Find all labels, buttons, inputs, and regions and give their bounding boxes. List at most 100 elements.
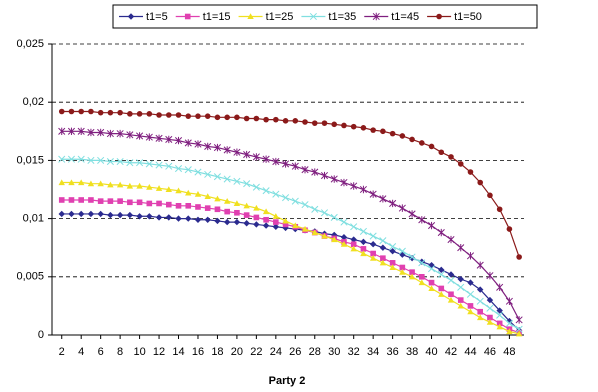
marker — [350, 241, 357, 248]
marker — [379, 244, 387, 251]
marker — [243, 150, 251, 159]
marker — [427, 265, 436, 273]
legend-label: t1=25 — [266, 11, 294, 23]
legend: t1=5 t1=15 t1=25 t1=35 t1=45 t1=50 — [112, 4, 538, 29]
marker — [68, 108, 75, 115]
marker — [341, 122, 347, 129]
marker — [467, 169, 474, 175]
marker — [68, 197, 75, 203]
marker — [223, 218, 231, 226]
marker — [438, 149, 445, 156]
marker — [340, 234, 348, 241]
marker — [447, 276, 455, 284]
marker — [204, 142, 212, 151]
x-tick-label: 34 — [367, 346, 379, 358]
marker — [253, 204, 260, 211]
marker — [389, 260, 396, 266]
marker — [320, 209, 329, 217]
marker — [185, 113, 192, 119]
marker — [97, 210, 104, 218]
marker — [262, 187, 270, 195]
marker — [457, 244, 465, 252]
x-tick-label: 38 — [406, 346, 418, 358]
x-tick-label: 30 — [328, 346, 340, 358]
marker — [58, 210, 65, 218]
marker — [389, 199, 397, 208]
marker — [486, 304, 494, 312]
marker — [457, 161, 464, 167]
legend-label: t1=50 — [454, 11, 482, 23]
marker — [126, 159, 134, 167]
x-tick-label: 6 — [98, 346, 104, 358]
marker — [389, 247, 396, 255]
marker — [311, 229, 318, 236]
marker — [155, 134, 163, 142]
marker — [87, 180, 95, 187]
x-tick-label: 32 — [348, 346, 360, 358]
marker — [127, 111, 133, 117]
marker — [175, 215, 182, 222]
marker — [155, 214, 163, 221]
x-tick-label: 8 — [117, 346, 123, 358]
marker — [184, 139, 192, 147]
marker — [272, 213, 280, 219]
marker — [97, 198, 104, 204]
marker — [311, 205, 319, 213]
marker — [106, 129, 114, 138]
marker — [233, 200, 241, 207]
marker — [223, 175, 231, 183]
marker — [438, 291, 445, 297]
marker — [292, 222, 299, 229]
x-tick-label: 48 — [503, 346, 515, 358]
marker — [350, 236, 357, 243]
marker — [273, 116, 279, 123]
marker — [88, 197, 94, 203]
marker — [165, 135, 173, 144]
marker — [515, 325, 523, 333]
x-tick-label: 18 — [211, 346, 223, 358]
y-tick-label: 0,01 — [23, 213, 44, 225]
marker — [204, 170, 212, 178]
marker — [145, 160, 153, 168]
marker — [155, 161, 163, 169]
marker — [350, 182, 358, 190]
marker — [331, 236, 338, 243]
marker — [126, 182, 134, 189]
marker — [370, 127, 376, 133]
marker — [437, 228, 445, 237]
marker — [496, 283, 504, 291]
marker — [282, 194, 290, 202]
marker — [116, 158, 124, 166]
marker — [331, 121, 338, 128]
marker — [418, 216, 426, 224]
marker — [185, 202, 192, 209]
marker — [223, 197, 231, 204]
marker — [68, 179, 75, 186]
x-axis-label: Party 2 — [269, 375, 306, 387]
x-tick-label: 22 — [250, 346, 262, 358]
marker — [447, 235, 455, 244]
marker — [58, 179, 65, 186]
marker — [194, 190, 202, 197]
marker — [350, 123, 357, 130]
marker — [506, 226, 513, 232]
marker — [106, 158, 114, 166]
marker — [58, 108, 65, 115]
marker — [399, 133, 406, 139]
marker — [311, 168, 319, 176]
marker — [428, 143, 435, 150]
marker — [457, 302, 464, 309]
marker — [437, 270, 445, 279]
marker — [262, 155, 270, 163]
marker — [272, 223, 280, 230]
x-tick-label: 46 — [484, 346, 496, 358]
marker — [282, 217, 289, 224]
marker — [399, 268, 406, 275]
x-tick-label: 26 — [289, 346, 301, 358]
marker — [467, 303, 474, 309]
marker — [174, 136, 183, 145]
x-tick-label: 20 — [231, 346, 243, 358]
marker — [321, 120, 328, 126]
marker — [340, 178, 348, 187]
legend-label: t1=15 — [203, 11, 231, 23]
